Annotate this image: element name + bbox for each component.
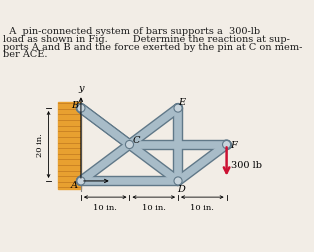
Circle shape — [174, 177, 182, 185]
Text: B: B — [71, 100, 78, 109]
Circle shape — [223, 141, 231, 149]
Circle shape — [125, 141, 133, 149]
Text: A  pin-connected system of bars supports a  300-lb: A pin-connected system of bars supports … — [3, 27, 260, 36]
Text: ber ACE.: ber ACE. — [3, 50, 48, 59]
Bar — [58, 102, 81, 189]
Text: 300 lb: 300 lb — [231, 161, 262, 170]
Text: C: C — [132, 136, 140, 145]
Text: E: E — [178, 98, 185, 107]
Circle shape — [77, 177, 85, 185]
Circle shape — [77, 105, 85, 113]
Text: x: x — [115, 177, 120, 186]
Text: 10 in.: 10 in. — [93, 203, 117, 211]
Text: D: D — [177, 184, 185, 193]
Text: F: F — [230, 140, 236, 149]
Circle shape — [174, 105, 182, 113]
Text: load as shown in Fig.        Determine the reactions at sup-: load as shown in Fig. Determine the reac… — [3, 35, 290, 44]
Text: y: y — [78, 84, 84, 92]
Text: 10 in.: 10 in. — [142, 203, 166, 211]
Text: A: A — [71, 181, 78, 190]
Text: ports A and B and the force exerted by the pin at C on mem-: ports A and B and the force exerted by t… — [3, 43, 303, 52]
Text: 10 in.: 10 in. — [190, 203, 214, 211]
Text: 20 in.: 20 in. — [36, 133, 44, 157]
